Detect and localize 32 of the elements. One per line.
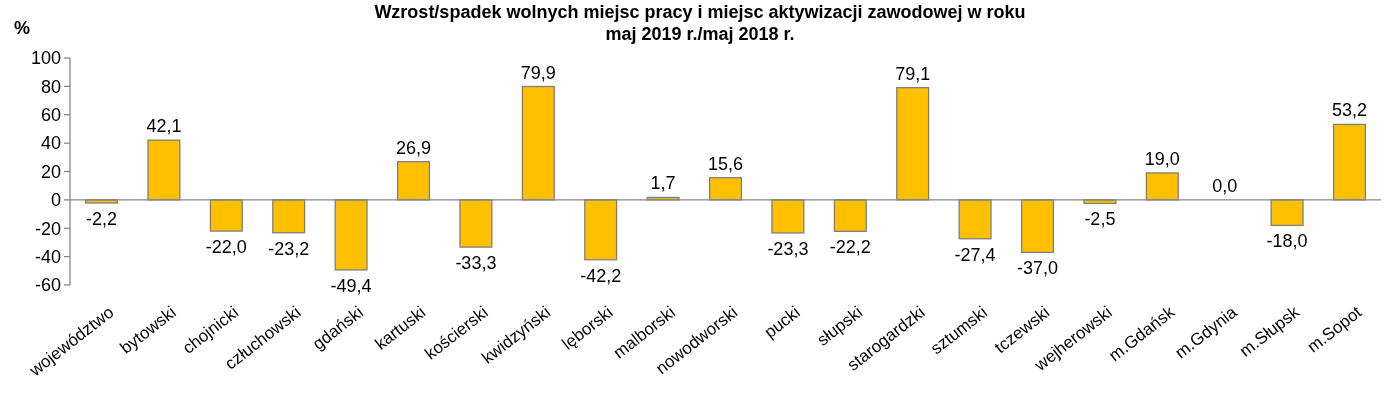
y-tick-label: 0 <box>50 190 61 211</box>
y-tick-label: 100 <box>30 48 61 69</box>
data-label: 0,0 <box>1212 175 1238 196</box>
data-label: 79,1 <box>895 63 931 84</box>
y-tick-label: -60 <box>34 275 61 296</box>
y-tick-label: 80 <box>40 76 61 97</box>
data-label: 79,9 <box>520 62 556 83</box>
data-label: -2,2 <box>86 209 118 229</box>
data-label: -18,0 <box>1266 231 1308 252</box>
data-label: 26,9 <box>395 137 432 158</box>
y-tick-label: 60 <box>40 105 61 126</box>
data-label: -33,3 <box>455 253 497 274</box>
data-label: -22,0 <box>205 237 247 258</box>
data-label: -23,3 <box>767 238 809 259</box>
data-label: -42,2 <box>580 265 622 286</box>
chart-title: Wzrost/spadek wolnych miejsc pracy i miejsc aktywizacji zawodowej w roku maj 2019 r./maj 2018 r. <box>374 2 1026 44</box>
data-label: 42,1 <box>146 116 182 137</box>
data-label: -49,4 <box>330 275 372 296</box>
y-tick-label: -40 <box>34 246 61 267</box>
data-label: -23,2 <box>268 238 310 259</box>
y-tick-label: -20 <box>34 218 61 239</box>
data-label: 1,7 <box>650 173 676 194</box>
y-tick-label: 40 <box>40 133 61 154</box>
y-axis-title: % <box>13 18 31 38</box>
data-label: -37,0 <box>1016 258 1059 279</box>
data-label: 15,6 <box>707 153 744 174</box>
data-label: 19,0 <box>1144 148 1180 169</box>
data-label: -22,2 <box>829 237 871 258</box>
data-label: -27,4 <box>954 244 996 265</box>
y-tick-label: 20 <box>40 161 61 182</box>
data-label: 53,2 <box>1331 100 1368 121</box>
data-label: -2,5 <box>1084 209 1116 230</box>
